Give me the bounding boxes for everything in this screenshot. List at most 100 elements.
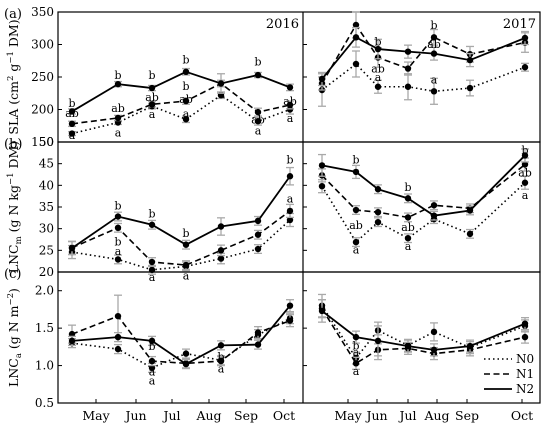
- y-tick-label: 2.0: [35, 284, 54, 298]
- data-point-n2: [466, 56, 474, 64]
- data-point-n0: [114, 345, 122, 353]
- y-axis-label-part: −1: [6, 172, 16, 185]
- y-axis-label-part: SLA (cm: [6, 81, 21, 135]
- data-point-n1: [217, 247, 225, 254]
- significance-letter: b: [430, 19, 437, 32]
- data-point-n2: [430, 50, 438, 57]
- data-point-n0: [68, 130, 76, 137]
- significance-letter: b: [182, 227, 189, 240]
- significance-letter: a: [255, 124, 262, 137]
- y-axis-label-part: −1: [6, 51, 16, 64]
- legend-label: N0: [516, 352, 534, 366]
- significance-letter: a: [522, 189, 529, 202]
- data-point-n2: [68, 108, 76, 115]
- x-tick-label: May: [82, 408, 110, 423]
- data-point-n1: [68, 120, 76, 128]
- panel-label: (c): [4, 267, 21, 282]
- data-point-n1: [521, 161, 529, 168]
- x-tick-label: Jul: [397, 408, 416, 423]
- significance-letter: a: [405, 240, 412, 253]
- significance-letter: ab: [349, 219, 363, 232]
- data-point-n0: [521, 64, 529, 71]
- data-point-n1: [148, 101, 156, 108]
- data-point-n0: [217, 255, 225, 262]
- significance-letter: a: [287, 112, 294, 125]
- data-point-n1: [286, 101, 294, 109]
- significance-letter: ab: [65, 107, 79, 120]
- data-point-n2: [286, 173, 294, 180]
- y-tick-label: 150: [31, 135, 54, 149]
- data-point-n1: [182, 97, 190, 105]
- significance-letter: b: [148, 208, 155, 221]
- data-point-n2: [217, 223, 225, 230]
- significance-letter: b: [217, 351, 224, 364]
- data-point-n1: [404, 214, 412, 221]
- x-tick-label: Aug: [195, 408, 221, 423]
- y-tick-label: 300: [31, 38, 54, 52]
- subpanel-right: baa: [318, 293, 529, 378]
- x-tick-label: May: [334, 408, 362, 423]
- data-point-n1: [404, 65, 412, 72]
- y-axis-label-part: LNC: [6, 358, 21, 387]
- significance-letter: ab: [251, 113, 265, 126]
- data-point-n2: [286, 84, 294, 91]
- data-point-n0: [374, 83, 382, 90]
- data-point-n0: [254, 118, 262, 125]
- data-point-n2: [182, 360, 190, 368]
- data-point-n2: [68, 337, 76, 345]
- x-tick-label: Jun: [364, 408, 387, 423]
- data-point-n2: [318, 75, 326, 83]
- significance-letter: b: [254, 55, 261, 68]
- data-point-n0: [182, 116, 190, 123]
- legend-label: N1: [516, 367, 534, 381]
- data-point-n1: [254, 231, 262, 238]
- panel-frame: [57, 11, 541, 143]
- x-tick-label: Aug: [423, 408, 449, 423]
- data-point-n2: [148, 221, 156, 228]
- data-point-n0: [521, 179, 529, 186]
- y-tick-label: 250: [31, 70, 54, 84]
- y-axis-label-part: ): [6, 288, 21, 293]
- x-tick-label: Oct: [273, 408, 295, 423]
- y-axis-label-part: LNC: [6, 244, 21, 273]
- x-tick-label: Sep: [234, 408, 258, 423]
- data-point-n2: [466, 207, 474, 214]
- data-point-n1: [521, 333, 529, 341]
- data-point-n0: [466, 230, 474, 238]
- data-point-n1: [254, 108, 262, 116]
- data-point-n2: [521, 320, 529, 327]
- data-point-n2: [286, 302, 294, 309]
- data-point-n2: [466, 342, 474, 350]
- y-tick-label: 45: [39, 157, 54, 171]
- significance-letter: b: [114, 236, 121, 249]
- x-tick-label: Oct: [511, 408, 533, 423]
- data-point-n0: [318, 183, 326, 190]
- data-point-n2: [352, 34, 360, 41]
- y-axis-label-part: −2: [6, 293, 16, 306]
- y-tick-label: 0.5: [35, 396, 54, 410]
- data-point-n0: [404, 235, 412, 242]
- significance-letter: a: [218, 363, 225, 376]
- data-point-n1: [352, 21, 360, 29]
- data-point-n2: [148, 84, 156, 92]
- y-tick-label: 1.5: [35, 321, 54, 335]
- significance-letter: a: [69, 129, 76, 142]
- significance-letter: a: [183, 107, 190, 120]
- significance-letter: ab: [179, 93, 193, 106]
- data-point-n1: [148, 357, 156, 365]
- significance-letter: ab: [283, 95, 297, 108]
- significance-letter: ab: [371, 63, 385, 76]
- significance-letter: b: [521, 144, 528, 157]
- data-point-n1: [114, 312, 122, 320]
- data-point-n2: [318, 162, 326, 169]
- year-label: 2017: [503, 17, 536, 32]
- x-tick-label: Jul: [161, 408, 180, 423]
- significance-letter: b: [114, 69, 121, 82]
- y-tick-label: 25: [39, 243, 54, 257]
- legend-label: N2: [516, 382, 534, 396]
- y-tick-label: 50: [39, 135, 54, 149]
- series-line-n0: [321, 182, 526, 244]
